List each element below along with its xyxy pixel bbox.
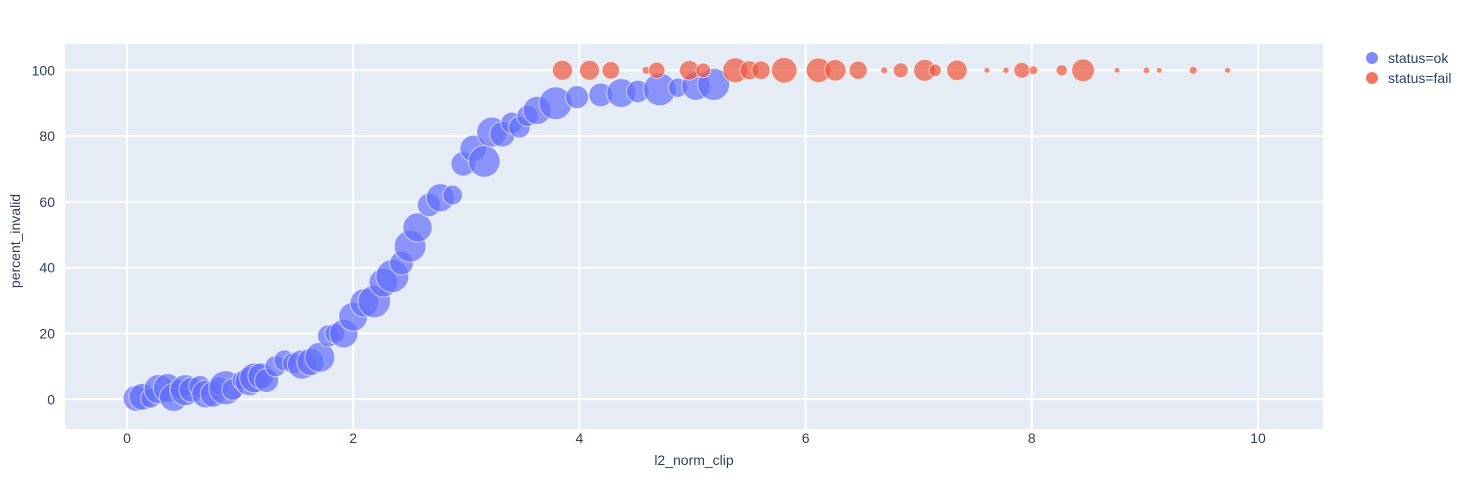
svg-text:status=ok: status=ok <box>1388 50 1449 66</box>
svg-text:percent_invalid: percent_invalid <box>7 194 23 288</box>
svg-text:100: 100 <box>32 62 56 78</box>
svg-text:80: 80 <box>39 128 55 144</box>
svg-text:2: 2 <box>349 430 357 446</box>
svg-text:l2_norm_clip: l2_norm_clip <box>654 452 734 468</box>
svg-text:10: 10 <box>1250 430 1266 446</box>
svg-text:40: 40 <box>39 260 55 276</box>
svg-text:20: 20 <box>39 326 55 342</box>
svg-text:0: 0 <box>123 430 131 446</box>
svg-text:status=fail: status=fail <box>1388 70 1451 86</box>
svg-text:60: 60 <box>39 194 55 210</box>
svg-text:8: 8 <box>1028 430 1036 446</box>
svg-text:0: 0 <box>47 391 55 407</box>
svg-text:4: 4 <box>576 430 584 446</box>
svg-text:6: 6 <box>802 430 810 446</box>
